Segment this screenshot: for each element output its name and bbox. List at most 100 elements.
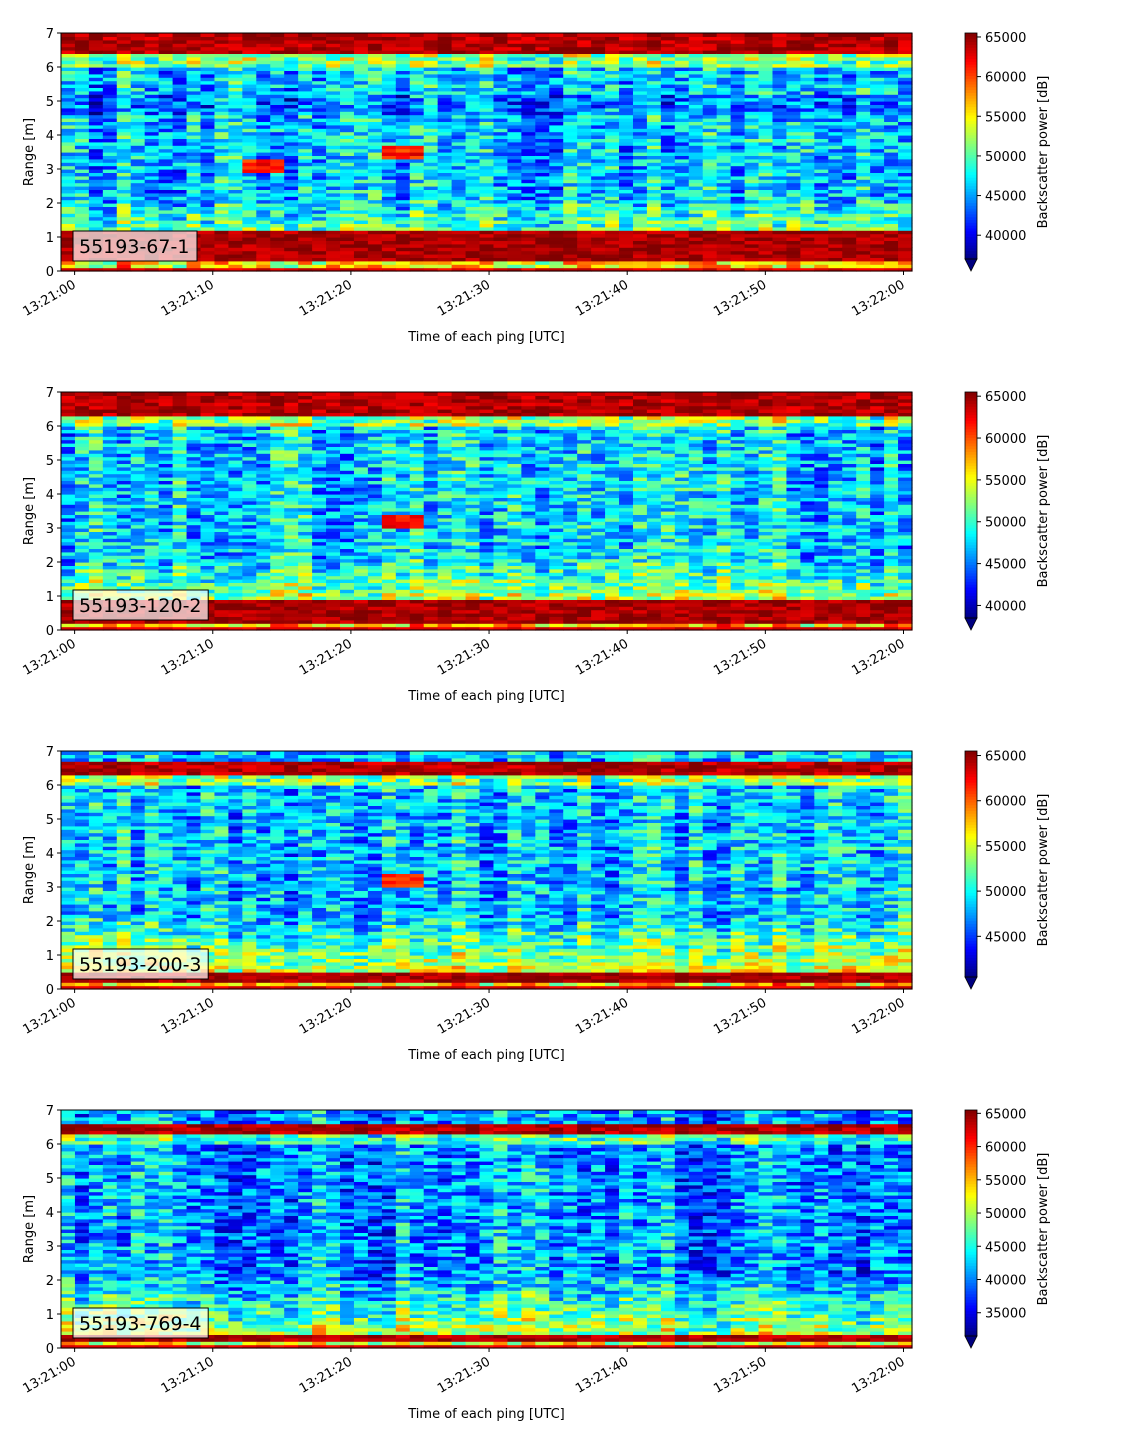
x-tick-label: 13:22:00 <box>849 995 907 1037</box>
panel-label-box <box>72 1307 209 1339</box>
colorbar-tick-label: 55000 <box>985 840 1026 855</box>
x-tick-label: 13:21:30 <box>435 1354 493 1396</box>
x-tick-label: 13:21:10 <box>159 1354 217 1396</box>
y-tick-label: 0 <box>46 265 54 280</box>
y-tick-label: 4 <box>46 847 54 862</box>
panel-label-box <box>72 948 209 980</box>
y-tick-label: 1 <box>46 1308 54 1323</box>
y-tick-label: 6 <box>46 420 54 435</box>
colorbar-frame <box>964 32 978 260</box>
x-tick-label: 13:21:00 <box>21 995 79 1037</box>
colorbar-tick-label: 65000 <box>985 1107 1026 1122</box>
x-axis-label: Time of each ping [UTC] <box>407 1048 565 1063</box>
x-axis-label: Time of each ping [UTC] <box>407 1407 565 1422</box>
y-tick-label: 3 <box>46 522 54 537</box>
y-tick-label: 7 <box>46 386 54 401</box>
colorbar-frame <box>964 1109 978 1337</box>
x-tick-label: 13:21:20 <box>297 1354 355 1396</box>
colorbar-tick-label: 50000 <box>985 516 1026 531</box>
x-tick-label: 13:21:10 <box>159 636 217 678</box>
chart-panel-2: 0 1 2 3 4 5 6 7 Range [m] 13:21:00 13:21:10 13:21:2… <box>21 386 1051 704</box>
panel-label-box <box>72 589 209 621</box>
chart-panel-4: 0 1 2 3 4 5 6 7 Range [m] 13:21:00 13:21:10 13:21:2… <box>21 1104 1051 1422</box>
colorbar-label: Backscatter power [dB] <box>1036 1153 1051 1306</box>
colorbar: 45000 50000 55000 60000 65000 Backscatter pow… <box>964 750 1051 990</box>
colorbar-tick-label: 50000 <box>985 1207 1026 1222</box>
x-tick-label: 13:21:40 <box>573 277 631 319</box>
panel-label-text: 55193-769-4 <box>79 1313 202 1335</box>
y-tick-label: 5 <box>46 813 54 828</box>
chart-panel-1: 0 1 2 3 4 5 6 7 Range [m] 13:21:00 13:21:10 13:21:2… <box>21 27 1051 345</box>
colorbar-tick-label: 45000 <box>985 190 1026 205</box>
heatmap-cells <box>61 33 913 272</box>
plot-frame <box>60 391 913 631</box>
x-tick-label: 13:21:30 <box>435 995 493 1037</box>
chart-panel-3: 0 1 2 3 4 5 6 7 Range [m] 13:21:00 13:21:10 13:21:2… <box>21 745 1051 1063</box>
colorbar-extend-arrow <box>964 1335 978 1349</box>
y-tick-label: 4 <box>46 488 54 503</box>
y-tick-label: 4 <box>46 129 54 144</box>
y-tick-label: 0 <box>46 983 54 998</box>
colorbar: 40000 45000 50000 55000 60000 65000 Backscatte… <box>964 31 1051 272</box>
x-tick-label: 13:21:50 <box>711 995 769 1037</box>
colorbar-label: Backscatter power [dB] <box>1036 435 1051 588</box>
colorbar-tick-label: 45000 <box>985 930 1026 945</box>
colorbar-tick-label: 60000 <box>985 71 1026 86</box>
colorbar-tick-label: 55000 <box>985 110 1026 125</box>
y-tick-label: 2 <box>46 197 54 212</box>
x-tick-label: 13:21:50 <box>711 636 769 678</box>
y-tick-label: 3 <box>46 881 54 896</box>
y-tick-label: 3 <box>46 1240 54 1255</box>
colorbar-tick-label: 55000 <box>985 474 1026 489</box>
y-tick-label: 5 <box>46 1172 54 1187</box>
y-tick-label: 6 <box>46 61 54 76</box>
x-tick-label: 13:21:30 <box>435 277 493 319</box>
plot-frame <box>60 750 913 990</box>
x-tick-label: 13:21:30 <box>435 636 493 678</box>
colorbar-tick-label: 50000 <box>985 150 1026 165</box>
y-axis-label: Range [m] <box>22 118 37 186</box>
colorbar-label: Backscatter power [dB] <box>1036 76 1051 229</box>
y-tick-label: 3 <box>46 163 54 178</box>
x-tick-label: 13:21:20 <box>297 636 355 678</box>
x-axis-label: Time of each ping [UTC] <box>407 689 565 704</box>
colorbar-extend-arrow <box>964 976 978 990</box>
x-tick-label: 13:22:00 <box>849 1354 907 1396</box>
colorbar-tick-label: 40000 <box>985 229 1026 244</box>
panel-label-text: 55193-200-3 <box>79 954 202 976</box>
colorbar-extend-arrow <box>964 617 978 631</box>
x-tick-label: 13:21:20 <box>297 995 355 1037</box>
heatmap-cells <box>61 392 913 631</box>
x-tick-label: 13:22:00 <box>849 636 907 678</box>
y-axis-label: Range [m] <box>22 477 37 545</box>
y-tick-label: 0 <box>46 1342 54 1357</box>
x-tick-label: 13:21:00 <box>21 1354 79 1396</box>
colorbar-tick-label: 35000 <box>985 1307 1026 1322</box>
heatmap-cells <box>61 751 913 990</box>
y-tick-label: 2 <box>46 556 54 571</box>
colorbar-tick-label: 60000 <box>985 432 1026 447</box>
x-tick-label: 13:21:40 <box>573 995 631 1037</box>
colorbar-tick-label: 60000 <box>985 1141 1026 1156</box>
colorbar-extend-arrow <box>964 258 978 272</box>
colorbar-tick-label: 40000 <box>985 1274 1026 1289</box>
colorbar-tick-label: 60000 <box>985 795 1026 810</box>
x-tick-label: 13:21:00 <box>21 636 79 678</box>
y-tick-label: 7 <box>46 27 54 42</box>
colorbar-tick-label: 55000 <box>985 1174 1026 1189</box>
y-tick-label: 2 <box>46 915 54 930</box>
y-tick-label: 6 <box>46 779 54 794</box>
y-tick-label: 5 <box>46 95 54 110</box>
y-tick-label: 7 <box>46 1104 54 1119</box>
y-tick-label: 4 <box>46 1206 54 1221</box>
x-tick-label: 13:22:00 <box>849 277 907 319</box>
panel-label: 55193-67-1 <box>72 230 198 262</box>
x-axis-label: Time of each ping [UTC] <box>407 330 565 345</box>
y-axis-label: Range [m] <box>22 1195 37 1263</box>
panel-label-text: 55193-67-1 <box>79 236 189 258</box>
colorbar-tick-label: 65000 <box>985 31 1026 46</box>
x-tick-label: 13:21:10 <box>159 277 217 319</box>
x-tick-label: 13:21:50 <box>711 277 769 319</box>
colorbar: 35000 40000 45000 50000 55000 60000 65000 Backs… <box>964 1107 1051 1349</box>
